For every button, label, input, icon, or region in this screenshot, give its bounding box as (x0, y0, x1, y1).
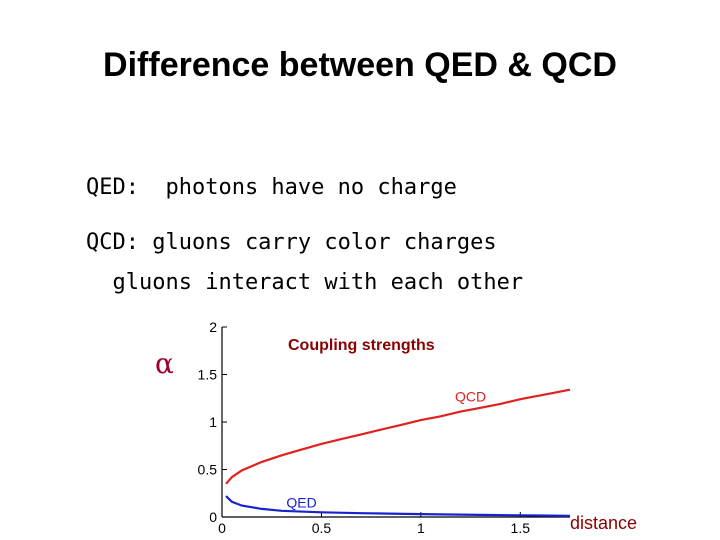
slide-title: Difference between QED & QCD (103, 46, 617, 84)
x-tick-label: 0.5 (312, 520, 332, 536)
qcd-series-label: QCD (455, 389, 486, 405)
y-tick-label: 1.5 (198, 367, 218, 383)
qcd-statement-2: gluons interact with each other (86, 270, 524, 295)
y-tick-label: 0.5 (198, 462, 218, 478)
x-tick-label: 0 (218, 520, 226, 536)
qed-statement: QED: photons have no charge (86, 175, 457, 200)
qcd-series-line (225, 388, 571, 485)
y-tick-label: 2 (209, 319, 217, 335)
x-axis-label: distance (570, 513, 638, 533)
qed-series-label: QED (286, 495, 316, 511)
x-tick-label: 1.5 (511, 520, 531, 536)
alpha-axis-label: α (155, 347, 174, 380)
x-tick-label: 1 (417, 520, 425, 536)
qed-series-line (225, 495, 571, 517)
y-tick-label: 1 (209, 414, 217, 430)
qcd-statement-1: QCD: gluons carry color charges (86, 230, 497, 255)
y-tick-label: 0 (209, 509, 217, 525)
chart-title: Coupling strengths (288, 337, 435, 354)
